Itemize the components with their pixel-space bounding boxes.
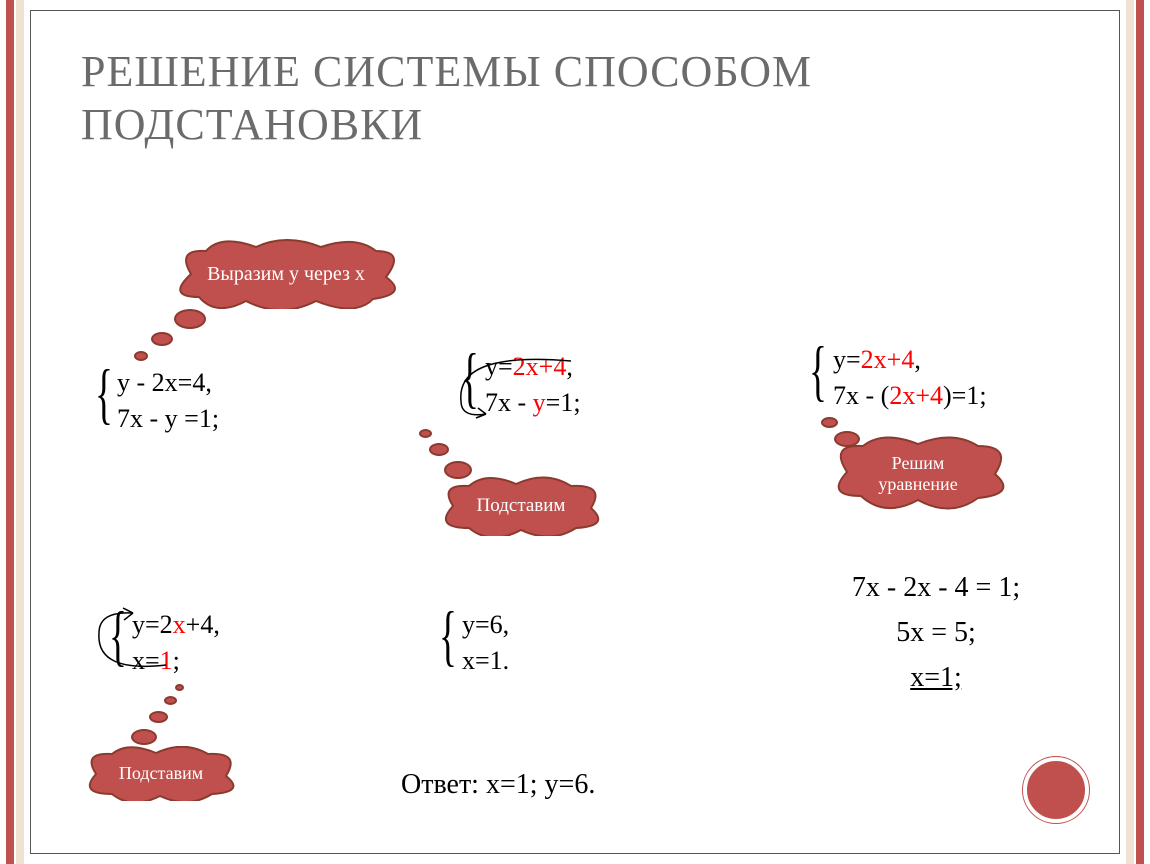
answer-text: Ответ: х=1; у=6. — [401, 769, 595, 801]
system-5: у=6, х=1. — [462, 607, 509, 680]
cloud-solve: Решимуравнение — [823, 436, 1013, 511]
slide-frame: РЕШЕНИЕ СИСТЕМЫ СПОСОБОМ ПОДСТАНОВКИ Выр… — [30, 10, 1120, 854]
trail-dot — [134, 351, 148, 361]
brace: { — [809, 331, 827, 410]
trail-dot — [164, 696, 177, 705]
eq-line: у=2х+4, — [833, 342, 987, 378]
solve-line: 5х = 5; — [811, 611, 1061, 656]
solve-line: 7х - 2х - 4 = 1; — [811, 566, 1061, 611]
brace: { — [95, 354, 113, 433]
eq-line: у=6, — [462, 607, 509, 643]
brace: { — [439, 596, 457, 675]
stripe-right-outer — [1136, 0, 1144, 864]
eq-line: 7х - (2х+4)=1; — [833, 378, 987, 414]
system-1: у - 2х=4, 7х - у =1; — [117, 365, 219, 438]
stripe-left-inner — [16, 0, 24, 864]
cloud-substitute-1-label: Подставим — [467, 495, 576, 517]
trail-dot — [149, 711, 168, 723]
solving-steps: 7х - 2х - 4 = 1; 5х = 5; х=1; — [811, 566, 1061, 700]
trail-dot — [444, 461, 472, 479]
eq-line: у - 2х=4, — [117, 365, 219, 401]
cloud-express: Выразим у через х — [161, 239, 411, 309]
system-3: у=2х+4, 7х - (2х+4)=1; — [833, 342, 987, 415]
trail-dot — [821, 417, 838, 428]
trail-dot — [429, 443, 449, 456]
trail-dot — [419, 429, 432, 438]
eq-line: х=1. — [462, 643, 509, 679]
slide-title: РЕШЕНИЕ СИСТЕМЫ СПОСОБОМ ПОДСТАНОВКИ — [81, 46, 1119, 152]
eq-line: 7х - у =1; — [117, 401, 219, 437]
cloud-substitute-2: Подставим — [76, 746, 246, 801]
trail-dot — [131, 729, 157, 745]
substitution-arrow — [91, 603, 221, 678]
trail-dot — [175, 684, 184, 691]
stripe-left-outer — [6, 0, 14, 864]
cloud-express-label: Выразим у через х — [197, 263, 375, 286]
corner-decoration — [1023, 757, 1089, 823]
trail-dot — [174, 309, 206, 329]
cloud-substitute-2-label: Подставим — [109, 763, 213, 784]
cloud-substitute-1: Подставим — [431, 476, 611, 536]
trail-dot — [151, 332, 173, 346]
solve-line: х=1; — [811, 656, 1061, 701]
cloud-solve-label: Решимуравнение — [858, 453, 977, 494]
substitution-arrow — [451, 346, 581, 421]
stripe-right-inner — [1126, 0, 1134, 864]
trail-dot — [834, 431, 860, 447]
